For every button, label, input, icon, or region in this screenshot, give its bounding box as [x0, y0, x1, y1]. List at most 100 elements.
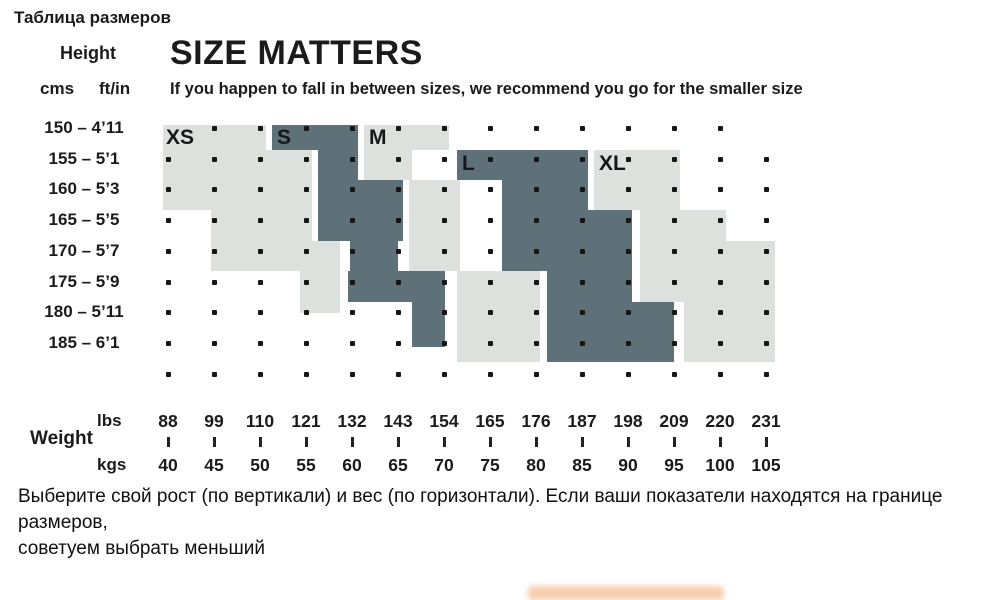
- grid-dot: [626, 310, 631, 316]
- size-region-l-rect: [547, 302, 674, 362]
- grid-dot: [166, 310, 171, 316]
- grid-dot: [626, 279, 631, 285]
- weight-tick: [719, 437, 722, 447]
- grid-dot: [442, 340, 447, 346]
- weight-kgs-value: 85: [572, 455, 592, 475]
- size-label-xs: XS: [166, 126, 195, 149]
- grid-dot: [258, 310, 263, 316]
- size-region-m-rect: [364, 150, 412, 180]
- weight-tick: [397, 437, 400, 447]
- grid-dot: [212, 187, 217, 193]
- grid-dot: [488, 279, 493, 285]
- size-region-m-rect: [409, 180, 460, 271]
- weight-lbs-value: 154: [429, 411, 459, 431]
- grid-dot: [304, 156, 309, 162]
- weight-kgs-value: 50: [250, 455, 270, 475]
- grid-dot: [626, 187, 631, 193]
- grid-dot: [350, 218, 355, 224]
- grid-dot: [580, 310, 585, 316]
- grid-dot: [718, 310, 723, 316]
- size-region-l-rect: [457, 150, 588, 180]
- weight-kgs-value: 80: [526, 455, 546, 475]
- grid-dot: [626, 248, 631, 254]
- weight-lbs-value: 187: [567, 411, 597, 431]
- grid-dot: [258, 156, 263, 162]
- size-region-xl-rect: [594, 150, 680, 210]
- grid-dot: [718, 340, 723, 346]
- weight-lbs-value: 132: [337, 411, 367, 431]
- grid-dot: [626, 371, 631, 377]
- instruction-note-line2: советуем выбрать меньший: [18, 538, 265, 559]
- grid-dot: [672, 218, 677, 224]
- weight-tick: [213, 437, 216, 447]
- grid-dot: [718, 187, 723, 193]
- watermark-artifact: [528, 586, 724, 600]
- size-region-m-rect: [364, 125, 449, 150]
- grid-dot: [488, 248, 493, 254]
- grid-dot: [764, 310, 769, 316]
- grid-dot: [442, 310, 447, 316]
- grid-dot: [442, 279, 447, 285]
- weight-kgs-value: 95: [664, 455, 684, 475]
- grid-dot: [212, 248, 217, 254]
- weight-tick: [489, 437, 492, 447]
- weight-lbs-value: 99: [204, 411, 224, 431]
- grid-dot: [718, 218, 723, 224]
- grid-dot: [442, 126, 447, 131]
- weight-kgs-value: 70: [434, 455, 454, 475]
- grid-dot: [718, 248, 723, 254]
- grid-dot: [258, 187, 263, 193]
- grid-dot: [166, 371, 171, 377]
- instruction-note: Выберите свой рост (по вертикали) и вес …: [18, 484, 978, 562]
- size-region-xs-rect: [211, 241, 340, 271]
- grid-dot: [442, 187, 447, 193]
- weight-lbs-value: 198: [613, 411, 643, 431]
- grid-dot: [534, 340, 539, 346]
- grid-dot: [212, 371, 217, 377]
- grid-dot: [304, 187, 309, 193]
- weight-kgs-value: 40: [158, 455, 178, 475]
- height-row-label: 170 – 5’7: [48, 240, 120, 260]
- page-title: Таблица размеров: [14, 8, 171, 27]
- height-row-label: 165 – 5’5: [48, 210, 120, 230]
- grid-dot: [212, 310, 217, 316]
- grid-dot: [534, 218, 539, 224]
- grid-dot: [580, 248, 585, 254]
- grid-dot: [580, 279, 585, 285]
- grid-dot: [718, 156, 723, 162]
- grid-dot: [396, 187, 401, 193]
- size-label-s: S: [277, 126, 292, 149]
- grid-dot: [626, 156, 631, 162]
- grid-dot: [350, 156, 355, 162]
- size-region-s-rect: [318, 150, 358, 180]
- weight-kgs-value: 60: [342, 455, 362, 475]
- grid-dot: [580, 218, 585, 224]
- size-label-xl: XL: [599, 152, 626, 175]
- grid-dot: [350, 371, 355, 377]
- size-region-xl-rect: [640, 241, 775, 302]
- weight-lbs-value: 209: [659, 411, 689, 431]
- height-row-label: 185 – 6’1: [48, 332, 120, 352]
- size-region-l-rect: [502, 210, 632, 271]
- weight-kgs-value: 100: [705, 455, 735, 475]
- grid-dot: [304, 248, 309, 254]
- weight-tick: [535, 437, 538, 447]
- size-region-m-rect: [457, 271, 540, 362]
- grid-dot: [580, 371, 585, 377]
- grid-dot: [672, 156, 677, 162]
- weight-kgs-value: 65: [388, 455, 408, 475]
- weight-tick: [765, 437, 768, 447]
- grid-dot: [258, 248, 263, 254]
- grid-dot: [166, 279, 171, 285]
- weight-unit-lbs: lbs: [97, 411, 122, 430]
- grid-dot: [626, 340, 631, 346]
- grid-dot: [258, 371, 263, 377]
- weight-axis-title: Weight: [30, 428, 93, 449]
- grid-dot: [166, 156, 171, 162]
- grid-dot: [442, 156, 447, 162]
- grid-dot: [672, 340, 677, 346]
- grid-dot: [488, 310, 493, 316]
- weight-lbs-value: 88: [158, 411, 178, 431]
- instruction-note-line1: Выберите свой рост (по вертикали) и вес …: [18, 486, 943, 533]
- weight-kgs-value: 55: [296, 455, 316, 475]
